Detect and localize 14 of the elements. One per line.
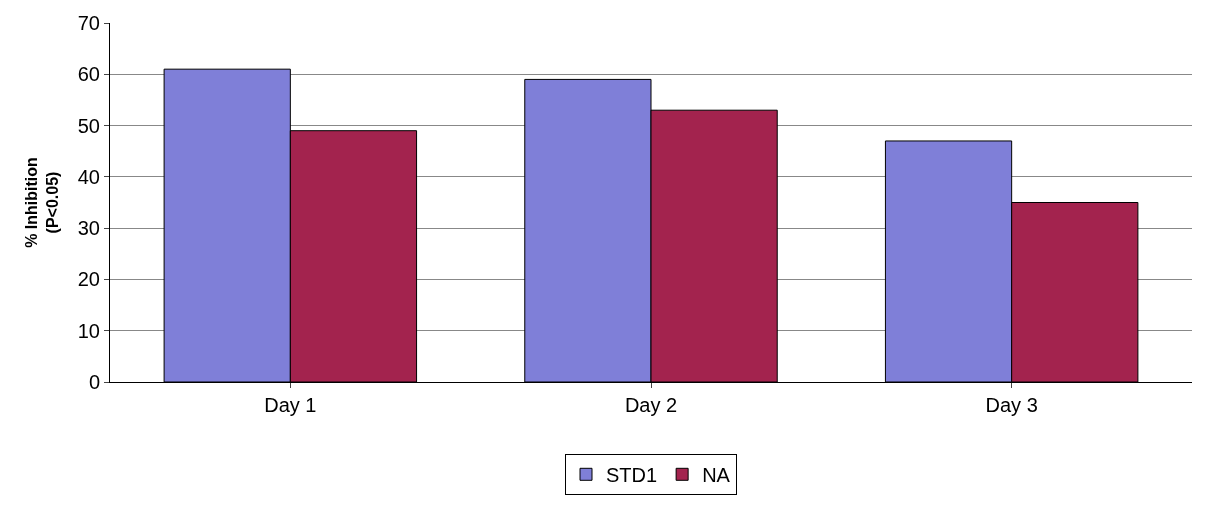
y-tick-label: 50 bbox=[77, 114, 100, 137]
y-tick-label: 10 bbox=[77, 319, 100, 342]
y-axis-title: % Inhibition (P<0.05) bbox=[22, 157, 61, 248]
y-tick-label: 70 bbox=[77, 12, 100, 34]
x-tick-label: Day 1 bbox=[264, 394, 317, 416]
legend-label: NA bbox=[702, 464, 731, 487]
x-tick-label: Day 2 bbox=[624, 394, 678, 416]
y-tick-label: 40 bbox=[77, 165, 100, 188]
legend-label: STD1 bbox=[606, 464, 658, 487]
y-tick-label: 20 bbox=[77, 268, 100, 291]
x-tick-label: Day 3 bbox=[985, 394, 1038, 416]
y-tick-label: 0 bbox=[88, 371, 100, 393]
y-tick-label: 60 bbox=[77, 63, 100, 86]
y-tick-label: 30 bbox=[77, 217, 100, 240]
